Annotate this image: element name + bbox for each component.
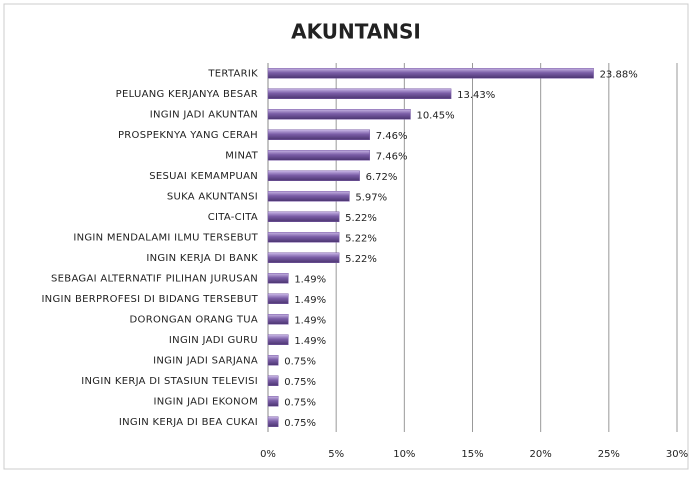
y-tick-label: CITA-CITA xyxy=(208,212,258,223)
bar xyxy=(267,88,452,99)
x-tick-label: 25% xyxy=(598,449,620,460)
y-tick-label: INGIN JADI GURU xyxy=(169,335,258,346)
y-tick-label: MINAT xyxy=(225,150,258,161)
bar xyxy=(267,232,340,243)
bar xyxy=(267,252,340,263)
bar xyxy=(267,416,279,427)
x-tick-label: 30% xyxy=(666,449,688,460)
y-tick-label: SESUAI KEMAMPUAN xyxy=(149,171,258,182)
y-tick-label: INGIN KERJA DI BANK xyxy=(146,253,258,264)
x-tick-label: 5% xyxy=(328,449,344,460)
x-tick-label: 20% xyxy=(530,449,552,460)
bar xyxy=(267,293,289,304)
chart-title: AKUNTANSI xyxy=(291,20,421,44)
y-tick-label: SUKA AKUNTANSI xyxy=(167,191,258,202)
bar xyxy=(267,129,370,140)
bar xyxy=(267,109,411,120)
x-tick-label: 0% xyxy=(260,449,276,460)
bar xyxy=(267,191,350,202)
y-tick-label: INGIN JADI EKONOM xyxy=(153,396,258,407)
value-label: 1.49% xyxy=(294,274,326,285)
x-tick-label: 15% xyxy=(461,449,483,460)
y-tick-label: DORONGAN ORANG TUA xyxy=(130,314,258,325)
value-label: 5.22% xyxy=(345,233,377,244)
bar xyxy=(267,170,360,181)
bar xyxy=(267,314,289,325)
bar xyxy=(267,355,279,366)
value-label: 1.49% xyxy=(294,315,326,326)
y-tick-label: INGIN MENDALAMI ILMU TERSEBUT xyxy=(73,232,258,243)
bar xyxy=(267,273,289,284)
value-label: 0.75% xyxy=(284,377,316,388)
value-label: 7.46% xyxy=(376,151,408,162)
value-label: 23.88% xyxy=(600,69,638,80)
y-tick-label: INGIN JADI AKUNTAN xyxy=(150,109,258,120)
chart-frame xyxy=(3,3,689,470)
y-tick-label: INGIN JADI SARJANA xyxy=(153,355,258,366)
value-label: 1.49% xyxy=(294,295,326,306)
y-tick-label: INGIN BERPROFESI DI BIDANG TERSEBUT xyxy=(41,294,258,305)
value-label: 7.46% xyxy=(376,131,408,142)
value-label: 13.43% xyxy=(457,90,495,101)
value-label: 0.75% xyxy=(284,418,316,429)
value-label: 1.49% xyxy=(294,336,326,347)
bar xyxy=(267,150,370,161)
value-label: 5.22% xyxy=(345,254,377,265)
bar xyxy=(267,334,289,345)
bar xyxy=(267,396,279,407)
y-tick-label: PROSPEKNYA YANG CERAH xyxy=(118,130,258,141)
bar xyxy=(267,211,340,222)
value-label: 5.97% xyxy=(355,192,387,203)
value-label: 0.75% xyxy=(284,397,316,408)
value-label: 5.22% xyxy=(345,213,377,224)
y-tick-label: INGIN KERJA DI BEA CUKAI xyxy=(119,417,258,428)
bar xyxy=(267,68,594,79)
y-tick-label: PELUANG KERJANYA BESAR xyxy=(116,89,258,100)
value-label: 6.72% xyxy=(366,172,398,183)
y-tick-label: INGIN KERJA DI STASIUN TELEVISI xyxy=(81,376,258,387)
bar xyxy=(267,375,279,386)
y-tick-label: TERTARIK xyxy=(207,68,258,79)
value-label: 10.45% xyxy=(416,110,454,121)
value-label: 0.75% xyxy=(284,356,316,367)
x-tick-label: 10% xyxy=(393,449,415,460)
y-tick-label: SEBAGAI ALTERNATIF PILIHAN JURUSAN xyxy=(51,273,258,284)
